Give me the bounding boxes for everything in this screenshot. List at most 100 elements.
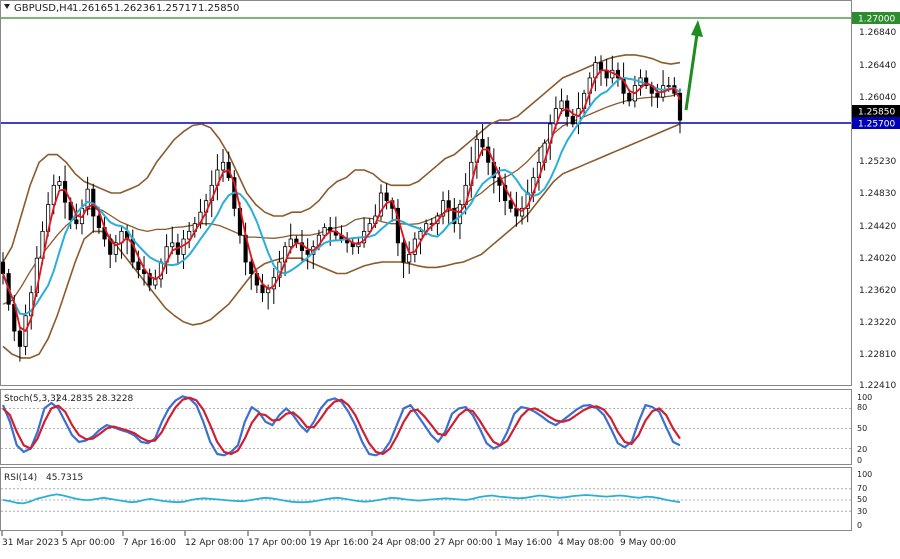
y-tick-label: 1.23620 xyxy=(859,286,896,296)
rsi-y-tick: 30 xyxy=(857,507,867,516)
stoch-y-tick: 0 xyxy=(857,456,862,465)
stoch-signal-line xyxy=(2,396,681,456)
price-pane xyxy=(0,0,852,386)
stoch-main-line xyxy=(1,395,681,457)
candle xyxy=(74,203,79,230)
stoch-value-main: 24.2835 xyxy=(56,394,93,404)
candle xyxy=(536,147,542,191)
rsi-line xyxy=(2,493,681,505)
rsi-line-path xyxy=(2,493,681,505)
rsi-y-tick: 0 xyxy=(857,521,862,530)
stoch-y-tick: 100 xyxy=(857,393,872,402)
level-label-1.27000: 1.27000 xyxy=(852,12,900,25)
candle xyxy=(457,199,463,240)
candle xyxy=(294,235,299,249)
candle xyxy=(446,190,451,224)
arrow-shaft xyxy=(684,33,699,111)
candle xyxy=(91,183,96,233)
x-tick-label: 7 Apr 16:00 xyxy=(123,538,176,548)
price-header: GBPUSD,H4 1.26165 1.26236 1.25717 1.2585… xyxy=(4,3,239,14)
candle xyxy=(644,70,649,90)
x-tick-label: 27 Apr 00:00 xyxy=(434,538,493,548)
y-tick-label: 1.25230 xyxy=(859,157,896,167)
candle xyxy=(164,234,169,275)
candle xyxy=(395,199,400,257)
svg-text:1.25850: 1.25850 xyxy=(858,108,895,118)
low-value: 1.25717 xyxy=(156,3,197,14)
x-tick-label: 9 May 00:00 xyxy=(620,538,676,548)
y-tick-label: 1.26440 xyxy=(859,61,896,71)
moving-averages xyxy=(2,69,681,333)
candle xyxy=(486,137,491,176)
candle xyxy=(604,58,609,87)
candle xyxy=(660,70,666,102)
close-value: 1.25850 xyxy=(198,3,239,14)
candle xyxy=(215,154,220,201)
candle xyxy=(565,95,570,127)
y-tick-label: 1.22410 xyxy=(859,381,896,391)
candle xyxy=(378,184,384,221)
stoch-pane xyxy=(0,389,852,465)
candle xyxy=(209,170,214,218)
candle xyxy=(407,241,412,274)
time-axis: 31 Mar 2023 5 Apr 00:00 7 Apr 16:00 12 A… xyxy=(1,531,676,548)
candle xyxy=(593,56,598,92)
svg-text:1.25700: 1.25700 xyxy=(858,120,895,130)
price-y-axis: 1.26840 1.26440 1.26040 1.25230 1.24830 … xyxy=(859,28,896,391)
candle xyxy=(610,55,615,84)
stoch-value-signal: 28.3228 xyxy=(96,394,133,404)
y-tick-label: 1.24420 xyxy=(859,222,896,232)
candle xyxy=(384,183,389,210)
candle xyxy=(440,191,446,225)
candle xyxy=(57,175,62,190)
candle xyxy=(677,88,683,134)
stoch-lines xyxy=(1,395,681,457)
candle xyxy=(401,235,406,278)
candles xyxy=(0,55,683,362)
candle xyxy=(113,234,118,263)
y-tick-label: 1.26040 xyxy=(859,93,896,103)
stoch-y-tick: 80 xyxy=(857,403,867,412)
open-value: 1.26165 xyxy=(72,3,113,14)
candle xyxy=(147,268,152,292)
stoch-y-tick: 20 xyxy=(857,445,867,454)
bollinger-upper-line xyxy=(2,54,681,263)
candle xyxy=(356,236,361,254)
symbol-title: GBPUSD,H4 xyxy=(14,3,73,14)
up-arrow-annotation[interactable] xyxy=(684,20,703,111)
rsi-value: 45.7315 xyxy=(46,473,83,483)
x-tick-label: 1 May 16:00 xyxy=(496,538,552,548)
x-tick-label: 5 Apr 00:00 xyxy=(62,538,115,548)
candle xyxy=(672,77,677,97)
high-value: 1.26236 xyxy=(114,3,155,14)
collapse-triangle-icon[interactable] xyxy=(4,4,10,9)
candle xyxy=(508,191,513,213)
x-tick-label: 31 Mar 2023 xyxy=(2,538,59,548)
rsi-y-tick: 50 xyxy=(857,495,867,504)
rsi-pane xyxy=(0,467,852,531)
candle xyxy=(277,250,282,287)
candle xyxy=(17,326,23,362)
x-tick-label: 19 Apr 16:00 xyxy=(310,538,369,548)
candle xyxy=(305,238,310,270)
candle xyxy=(503,173,508,216)
candle xyxy=(249,255,254,290)
y-tick-label: 1.23220 xyxy=(859,318,896,328)
candle xyxy=(570,108,575,128)
stoch-title: Stoch(5,3,3) xyxy=(4,394,59,404)
x-tick-label: 24 Apr 08:00 xyxy=(372,538,431,548)
arrow-up-icon xyxy=(691,20,703,37)
y-tick-label: 1.24830 xyxy=(859,189,896,199)
rsi-y-tick: 100 xyxy=(857,470,872,479)
x-tick-label: 17 Apr 00:00 xyxy=(248,538,307,548)
rsi-title: RSI(14) xyxy=(4,473,37,483)
candle xyxy=(491,148,496,194)
candle xyxy=(220,148,226,182)
candle xyxy=(627,89,632,107)
y-tick-label: 1.22810 xyxy=(859,350,896,360)
ma-fast-line xyxy=(2,69,681,333)
x-tick-label: 4 May 08:00 xyxy=(558,538,614,548)
current-price-label: 1.25850 xyxy=(852,105,900,118)
